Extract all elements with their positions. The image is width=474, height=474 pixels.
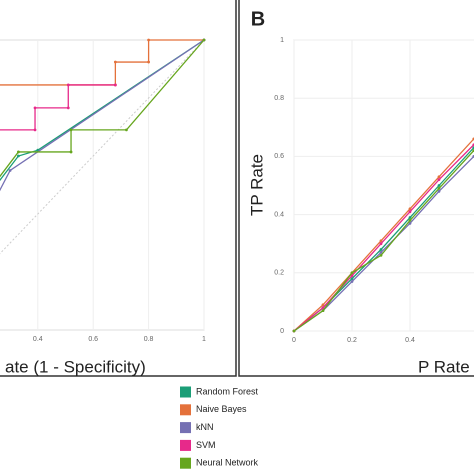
point xyxy=(321,309,325,313)
point xyxy=(69,128,73,132)
point xyxy=(17,154,20,158)
panel: 0 0.2 0.4 0 0.2 0.4 0.6 0.8 1 xyxy=(274,37,474,344)
point xyxy=(350,271,354,275)
legend-label: kNN xyxy=(196,422,214,432)
y-tick-label: 0 xyxy=(280,328,284,335)
point xyxy=(66,83,70,87)
legend-swatch xyxy=(180,404,191,416)
y-tick-label: 0.2 xyxy=(274,270,284,277)
y-axis-label: TP Rate xyxy=(247,154,266,216)
point xyxy=(69,150,73,154)
point xyxy=(379,242,383,246)
y-tick-label: 1 xyxy=(280,37,284,44)
legend-label: Neural Network xyxy=(196,458,259,468)
legend-label: SVM xyxy=(196,440,216,450)
panel-a-frame xyxy=(0,0,237,377)
panel-b-frame xyxy=(238,0,474,377)
point xyxy=(350,274,354,278)
point xyxy=(66,106,70,110)
point xyxy=(408,216,412,219)
point xyxy=(292,329,296,333)
point xyxy=(437,184,441,187)
x-tick-label: 0.6 xyxy=(88,336,98,343)
legend-swatch xyxy=(180,422,191,434)
point xyxy=(437,175,441,179)
point xyxy=(125,128,128,132)
point xyxy=(350,277,354,281)
legend-label: Naive Bayes xyxy=(196,404,247,414)
point xyxy=(321,306,325,310)
point xyxy=(8,169,12,172)
point xyxy=(147,38,151,42)
point xyxy=(408,207,412,211)
panel: 0.4 0.6 0.8 1 xyxy=(0,38,206,343)
x-tick-label: 0.4 xyxy=(405,337,415,344)
legend-label: Random Forest xyxy=(196,386,259,396)
point xyxy=(321,303,325,307)
y-tick-label: 0.6 xyxy=(274,153,284,160)
x-tick-label: 0.4 xyxy=(33,336,43,343)
point xyxy=(113,83,117,87)
legend-swatch xyxy=(180,439,191,451)
legend-swatch xyxy=(180,386,191,398)
legend-swatch xyxy=(180,457,191,469)
point xyxy=(379,253,383,257)
reference-line xyxy=(0,39,205,255)
point xyxy=(408,221,412,225)
point xyxy=(147,60,151,64)
x-tick-label: 0 xyxy=(292,337,296,344)
point xyxy=(17,150,20,154)
panel-label: B xyxy=(251,8,265,30)
point xyxy=(437,187,441,190)
point xyxy=(437,178,441,182)
x-tick-label: 0.2 xyxy=(347,337,357,344)
x-axis-label: ate (1 - Specificity) xyxy=(5,357,146,376)
y-tick-label: 0.8 xyxy=(274,95,284,102)
point xyxy=(408,219,412,222)
point xyxy=(437,189,441,193)
point xyxy=(408,210,412,214)
x-axis-label: P Rate xyxy=(418,357,470,376)
point xyxy=(379,239,383,243)
point xyxy=(379,248,383,251)
point xyxy=(33,128,37,132)
point xyxy=(113,60,117,64)
point xyxy=(202,38,206,42)
x-tick-label: 0.8 xyxy=(144,336,154,343)
x-tick-label: 1 xyxy=(202,336,206,343)
point xyxy=(379,251,383,254)
point xyxy=(33,106,37,110)
point xyxy=(350,280,354,283)
y-tick-label: 0.4 xyxy=(274,211,284,218)
